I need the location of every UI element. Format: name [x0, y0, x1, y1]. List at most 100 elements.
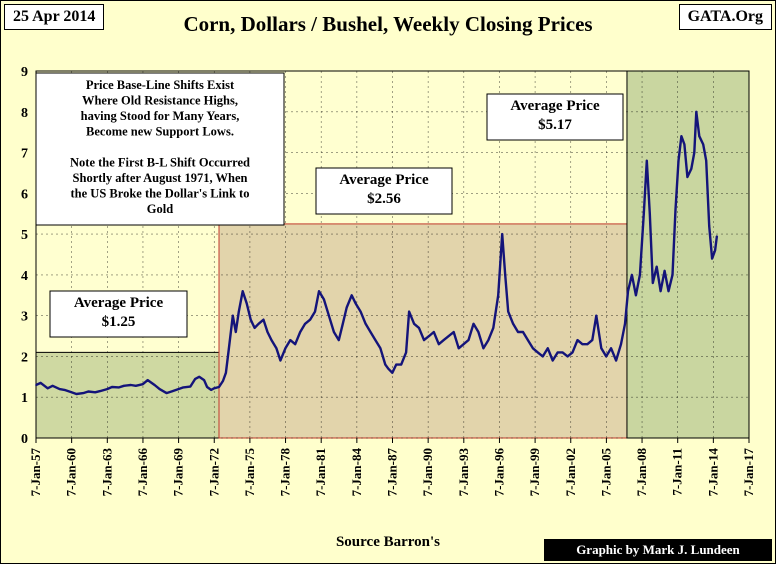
x-tick-label: 7-Jan-72 [206, 448, 221, 496]
chart-title: Corn, Dollars / Bushel, Weekly Closing P… [183, 12, 593, 36]
price-point [332, 331, 335, 333]
price-point [284, 347, 287, 350]
price-point [146, 379, 149, 381]
price-point [581, 343, 584, 346]
annotation-note: Price Base-Line Shifts Exist Where Old Re… [35, 72, 285, 226]
x-tick-label: 7-Jan-90 [420, 448, 435, 496]
price-point [198, 375, 201, 378]
price-point [249, 318, 252, 321]
annotation-text: Become new Support Lows. [86, 125, 234, 139]
annotation-text: $2.56 [367, 191, 401, 207]
price-point [638, 273, 641, 276]
price-point [591, 339, 594, 342]
price-point [218, 386, 220, 388]
price-point [418, 327, 420, 329]
price-point [517, 331, 519, 333]
price-point [472, 322, 475, 325]
price-point [711, 257, 714, 260]
price-point [428, 335, 430, 337]
price-point [75, 393, 78, 395]
price-point [686, 176, 689, 178]
brand-label: GATA.Org [678, 4, 772, 30]
axes: 0 1 2 3 4 5 6 7 8 9 7-Jan-57 7-Jan-60 7-Jan-63 7-Jan-… [21, 65, 756, 496]
price-point [634, 294, 637, 297]
price-point [337, 339, 340, 342]
price-point [551, 359, 554, 362]
price-point [106, 388, 109, 390]
x-tick-label: 7-Jan-93 [456, 448, 471, 497]
price-point [141, 383, 144, 386]
price-point [586, 343, 589, 346]
price-point [123, 384, 125, 387]
price-point [158, 388, 161, 390]
price-point [206, 386, 208, 388]
price-point [708, 225, 711, 227]
price-point [270, 339, 273, 342]
price-point [87, 390, 90, 393]
price-point [683, 143, 686, 146]
price-point [659, 290, 662, 293]
price-point [257, 322, 260, 325]
price-point [512, 322, 514, 325]
price-point [522, 331, 524, 333]
x-tick-label: 7-Jan-08 [634, 448, 649, 497]
price-point [442, 339, 445, 342]
price-point [387, 367, 390, 370]
y-tick-label: 8 [21, 106, 28, 121]
credit-label: Graphic by Mark J. Lundeen [544, 539, 772, 561]
price-point [58, 388, 61, 390]
price-point [210, 388, 212, 391]
price-point [111, 386, 113, 388]
price-point [328, 314, 330, 317]
price-point [46, 387, 49, 390]
price-point [369, 331, 372, 333]
price-zone-1 [35, 351, 220, 439]
price-point [504, 273, 507, 276]
price-point [408, 310, 411, 313]
source-label: Source Barron's [335, 534, 441, 550]
annotation-text: the US Broke the Dollar's Link to [71, 187, 250, 201]
price-point [457, 347, 460, 350]
price-point [576, 339, 579, 342]
price-point [194, 377, 197, 380]
x-tick-label: 7-Jan-57 [28, 448, 43, 497]
annotation-text: Shortly after August 1971, When [73, 171, 248, 185]
x-tick-label: 7-Jan-66 [135, 448, 150, 497]
price-point [318, 290, 320, 293]
x-tick-label: 7-Jan-96 [491, 448, 506, 497]
annotation-text: Average Price [339, 172, 429, 188]
price-point [134, 384, 137, 387]
x-tick-label: 7-Jan-69 [171, 448, 186, 497]
price-point [189, 385, 192, 388]
annotation-text: having Stood for Many Years, [81, 109, 240, 123]
price-point [94, 391, 97, 394]
price-point [667, 290, 670, 293]
price-point [350, 294, 353, 297]
price-point [241, 290, 244, 293]
price-point [153, 384, 156, 386]
price-point [624, 322, 626, 325]
price-point [354, 302, 357, 305]
price-point [536, 351, 539, 354]
price-point [63, 388, 66, 391]
price-point [714, 249, 716, 252]
price-point [129, 384, 132, 386]
price-point [630, 273, 633, 276]
price-point [600, 347, 603, 350]
price-zone-3 [626, 70, 750, 439]
price-point [571, 351, 574, 354]
annotations: Average Price$1.25 Average Price $2.56 Aver… [35, 72, 624, 338]
price-point [227, 347, 230, 350]
price-point [395, 363, 398, 366]
annotation-text: Average Price [510, 98, 600, 114]
price-point [309, 318, 312, 321]
price-point [698, 135, 701, 138]
price-point [39, 382, 42, 384]
price-point [99, 390, 102, 393]
price-point [231, 314, 234, 317]
price-point [695, 110, 698, 113]
annotation-avg1: Average Price $1.25 [49, 290, 188, 338]
price-point [323, 298, 325, 301]
price-point [610, 347, 613, 350]
price-point [289, 339, 292, 342]
